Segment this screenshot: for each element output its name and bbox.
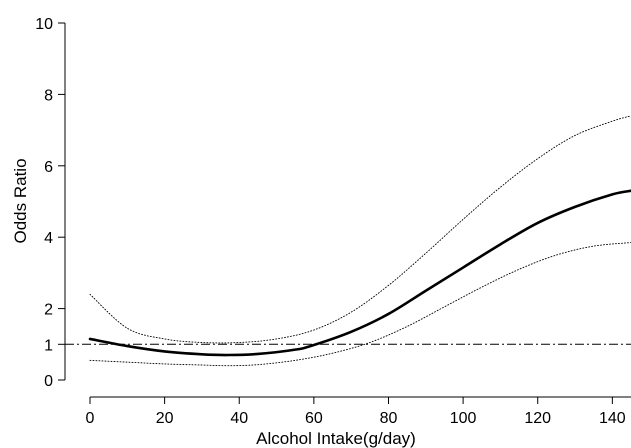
series-line-upper-ci — [89, 115, 631, 344]
x-tick-label: 0 — [86, 410, 95, 427]
y-tick-label: 4 — [44, 230, 53, 247]
x-tick-label: 20 — [156, 410, 174, 427]
y-tick-label: 0 — [44, 373, 53, 390]
x-tick-label: 120 — [524, 410, 551, 427]
x-tick-label: 40 — [230, 410, 248, 427]
x-tick-label: 60 — [305, 410, 323, 427]
y-tick-label: 6 — [44, 159, 53, 176]
x-tick-label: 80 — [380, 410, 398, 427]
series-line-lower-ci — [89, 242, 631, 367]
x-axis-label: Alcohol Intake(g/day) — [256, 429, 416, 448]
x-tick-label: 140 — [599, 410, 626, 427]
y-tick-label: 1 — [44, 337, 53, 354]
y-axis-label: Odds Ratio — [11, 158, 30, 243]
plot-area — [65, 115, 631, 367]
x-tick-label: 100 — [450, 410, 477, 427]
y-tick-label: 8 — [44, 87, 53, 104]
y-tick-label: 2 — [44, 302, 53, 319]
series-line-estimate — [88, 189, 631, 357]
y-tick-label: 10 — [35, 16, 53, 33]
